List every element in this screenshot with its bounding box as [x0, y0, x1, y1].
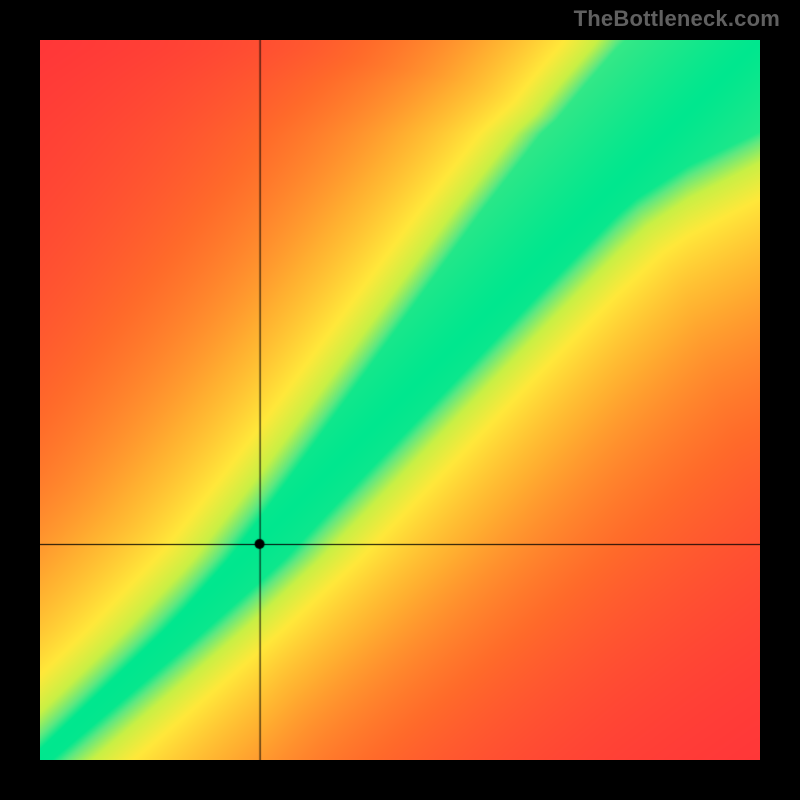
- heatmap-plot: [40, 40, 760, 760]
- watermark-label: TheBottleneck.com: [574, 6, 780, 32]
- heatmap-canvas: [40, 40, 760, 760]
